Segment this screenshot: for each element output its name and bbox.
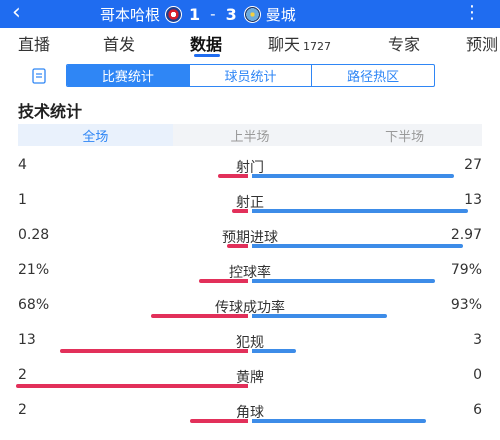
stat-label: 射门 xyxy=(236,160,264,176)
period-full-match[interactable]: 全场 xyxy=(18,124,173,146)
home-stat-value: 2 xyxy=(18,402,27,418)
stat-row: 13 犯规 3 xyxy=(0,332,500,367)
scoreline: 哥本哈根 1 - 3 曼城 xyxy=(100,4,296,24)
home-stat-bar xyxy=(190,419,248,423)
away-stat-bar xyxy=(252,244,463,248)
home-score: 1 xyxy=(189,4,201,24)
tab-experts[interactable]: 专家 xyxy=(388,35,421,54)
stat-label: 控球率 xyxy=(229,265,271,281)
stat-label: 传球成功率 xyxy=(215,300,285,316)
away-score: 3 xyxy=(225,4,237,24)
home-stat-value: 21% xyxy=(18,262,50,278)
period-second-half[interactable]: 下半场 xyxy=(385,129,425,145)
stat-row: 2 黄牌 0 xyxy=(0,367,500,402)
home-stat-value: 68% xyxy=(18,297,50,313)
away-stat-value: 0 xyxy=(473,367,482,383)
chat-count-badge: 1727 xyxy=(303,40,332,53)
stat-row: 21% 控球率 79% xyxy=(0,262,500,297)
home-stat-value: 4 xyxy=(18,157,27,173)
stat-row: 68% 传球成功率 93% xyxy=(0,297,500,332)
away-stat-value: 13 xyxy=(464,192,482,208)
match-nav-tabs: 直播 首发 数据 聊天 1727 专家 预测 xyxy=(0,28,500,58)
stat-row: 0.28 预期进球 2.97 xyxy=(0,227,500,262)
back-icon[interactable]: ‹ xyxy=(12,0,21,25)
stat-label: 黄牌 xyxy=(236,370,264,386)
period-first-half[interactable]: 上半场 xyxy=(230,129,270,145)
away-stat-value: 93% xyxy=(450,297,482,313)
away-stat-bar xyxy=(252,314,387,318)
stat-label: 犯规 xyxy=(236,335,264,351)
stat-row: 1 射正 13 xyxy=(0,192,500,227)
tab-chat[interactable]: 聊天 1727 xyxy=(268,35,332,54)
more-dots-icon[interactable]: ⋮ xyxy=(463,2,482,23)
home-stat-value: 13 xyxy=(18,332,36,348)
away-team-name: 曼城 xyxy=(265,5,296,24)
home-stat-bar xyxy=(60,349,248,353)
tab-lineup[interactable]: 首发 xyxy=(103,35,136,54)
away-stat-bar xyxy=(252,279,435,283)
away-stat-value: 6 xyxy=(473,402,482,418)
tab-data[interactable]: 数据 xyxy=(190,35,223,54)
home-team-badge-icon xyxy=(165,5,183,23)
stat-label: 射正 xyxy=(236,195,264,211)
home-stat-value: 2 xyxy=(18,367,27,383)
match-header: ‹ 哥本哈根 1 - 3 曼城 ⋮ xyxy=(0,0,500,28)
tab-predict[interactable]: 预测 xyxy=(466,35,499,54)
score-separator: - xyxy=(210,5,216,23)
home-stat-bar xyxy=(151,314,248,318)
away-stat-bar xyxy=(252,349,296,353)
document-icon[interactable] xyxy=(32,68,46,84)
stat-label: 预期进球 xyxy=(222,230,278,246)
stats-type-segment: 比赛统计 球员统计 路径热区 xyxy=(66,64,435,87)
home-stat-bar xyxy=(227,244,248,248)
away-stat-bar xyxy=(252,174,454,178)
away-stat-bar xyxy=(252,209,468,213)
stat-row: 4 射门 27 xyxy=(0,157,500,192)
home-stat-value: 1 xyxy=(18,192,27,208)
away-stat-bar xyxy=(252,419,426,423)
period-selector: 全场 上半场 下半场 xyxy=(18,124,482,146)
home-team-name: 哥本哈根 xyxy=(100,5,161,24)
stat-label: 角球 xyxy=(236,405,264,421)
tab-live[interactable]: 直播 xyxy=(18,35,51,54)
segment-match-stats[interactable]: 比赛统计 xyxy=(67,65,190,86)
away-stat-value: 27 xyxy=(464,157,482,173)
segment-heat-zones[interactable]: 路径热区 xyxy=(347,70,400,85)
active-tab-indicator xyxy=(194,54,220,57)
section-title: 技术统计 xyxy=(18,102,83,121)
away-stat-value: 3 xyxy=(473,332,482,348)
home-stat-bar xyxy=(16,384,248,388)
segment-player-stats[interactable]: 球员统计 xyxy=(190,65,313,86)
away-stat-value: 79% xyxy=(450,262,482,278)
stat-row: 2 角球 6 xyxy=(0,402,500,437)
away-stat-value: 2.97 xyxy=(450,227,482,243)
home-stat-bar xyxy=(218,174,248,178)
home-stat-value: 0.28 xyxy=(18,227,50,243)
home-stat-bar xyxy=(199,279,248,283)
away-team-badge-icon xyxy=(243,5,261,23)
home-stat-bar xyxy=(232,209,248,213)
